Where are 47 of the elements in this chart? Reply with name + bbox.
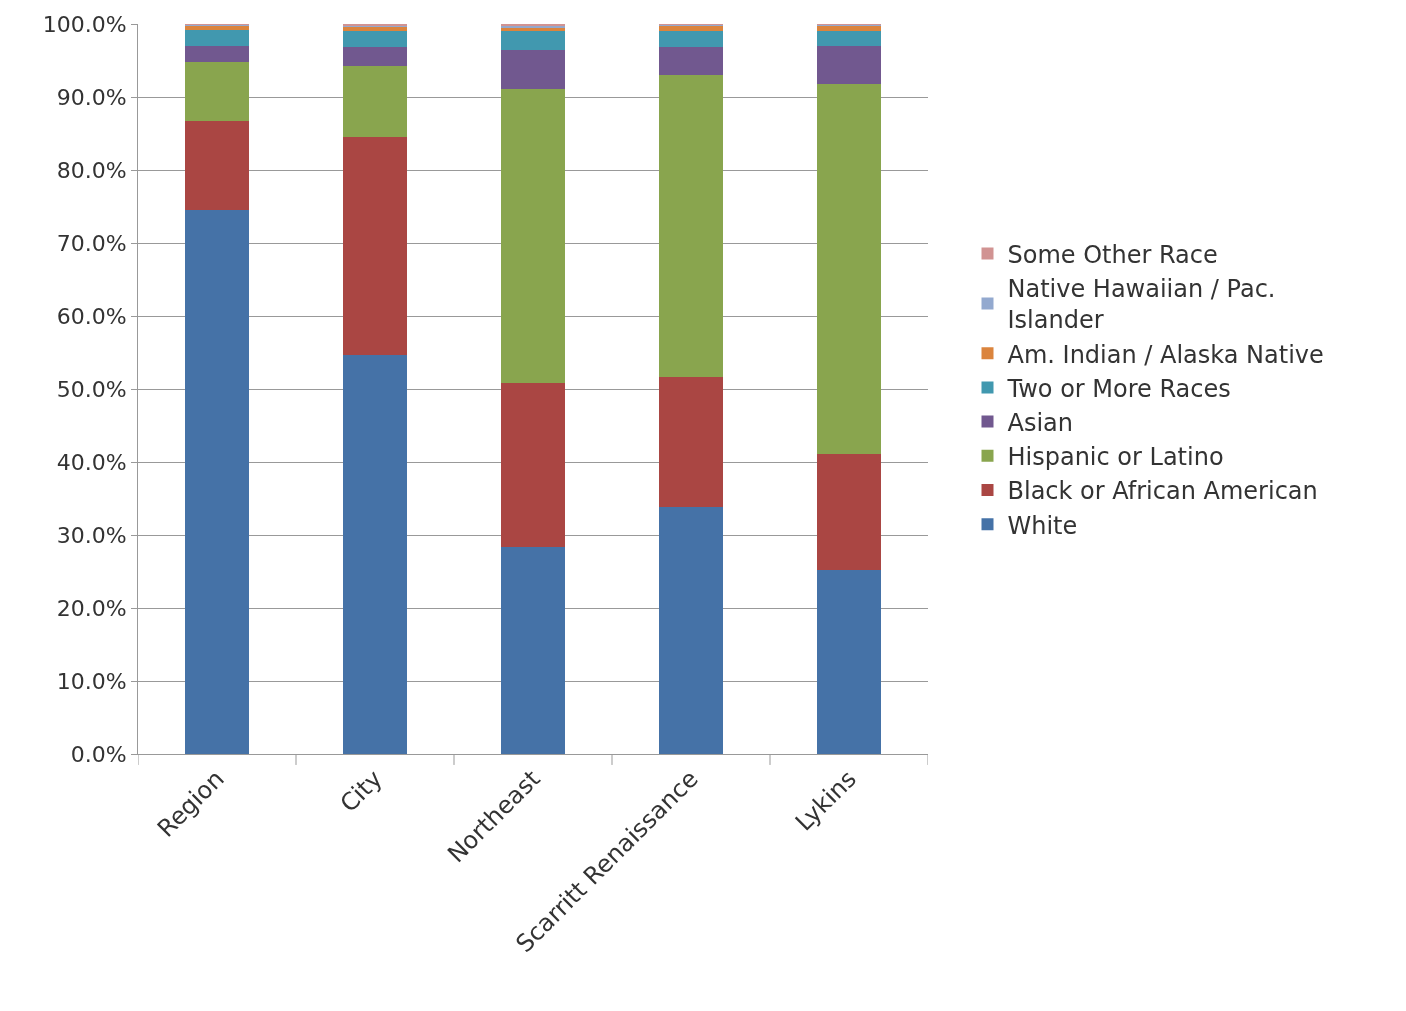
bar xyxy=(501,547,565,754)
legend-label: Hispanic or Latino xyxy=(1007,443,1224,472)
bar xyxy=(343,137,407,356)
y-tick-label: 30.0% xyxy=(56,522,127,548)
bar xyxy=(343,30,407,47)
y-tick-label: 10.0% xyxy=(56,668,127,694)
legend-label: Native Hawaiian / Pac. Islander xyxy=(1007,275,1276,335)
bar xyxy=(817,570,881,754)
bar xyxy=(501,49,565,89)
bar xyxy=(659,377,723,508)
bar xyxy=(185,210,249,754)
bar xyxy=(817,31,881,46)
y-tick-label: 100.0% xyxy=(42,11,127,37)
bar xyxy=(659,75,723,378)
y-tick-label: 90.0% xyxy=(56,84,127,110)
bar xyxy=(501,88,565,384)
legend-label: Some Other Race xyxy=(1007,240,1218,269)
bar xyxy=(659,47,723,76)
bar xyxy=(185,29,249,46)
bar xyxy=(659,507,723,754)
bar xyxy=(185,25,249,30)
bar xyxy=(343,46,407,66)
bar xyxy=(343,65,407,138)
legend-label: Black or African American xyxy=(1007,477,1318,506)
y-tick-label: 80.0% xyxy=(56,157,127,183)
y-tick-label: 0.0% xyxy=(70,741,127,767)
y-tick-label: 70.0% xyxy=(56,230,127,256)
legend-label: Asian xyxy=(1007,408,1074,437)
bar xyxy=(501,30,565,50)
y-tick-label: 20.0% xyxy=(56,595,127,621)
legend-label: White xyxy=(1007,511,1078,540)
bar xyxy=(185,61,249,122)
bar xyxy=(659,31,723,48)
bar xyxy=(343,26,407,31)
bar xyxy=(817,45,881,84)
bar xyxy=(817,453,881,571)
bar xyxy=(185,45,249,62)
y-tick-label: 40.0% xyxy=(56,449,127,475)
y-tick-label: 50.0% xyxy=(56,376,127,402)
bar xyxy=(501,383,565,548)
bar xyxy=(817,83,881,454)
bar xyxy=(343,355,407,754)
y-tick-label: 60.0% xyxy=(56,303,127,329)
bar xyxy=(185,121,249,211)
x-tick-label: City xyxy=(334,764,388,818)
legend-label: Am. Indian / Alaska Native xyxy=(1007,340,1324,369)
legend-label: Two or More Races xyxy=(1006,374,1231,403)
